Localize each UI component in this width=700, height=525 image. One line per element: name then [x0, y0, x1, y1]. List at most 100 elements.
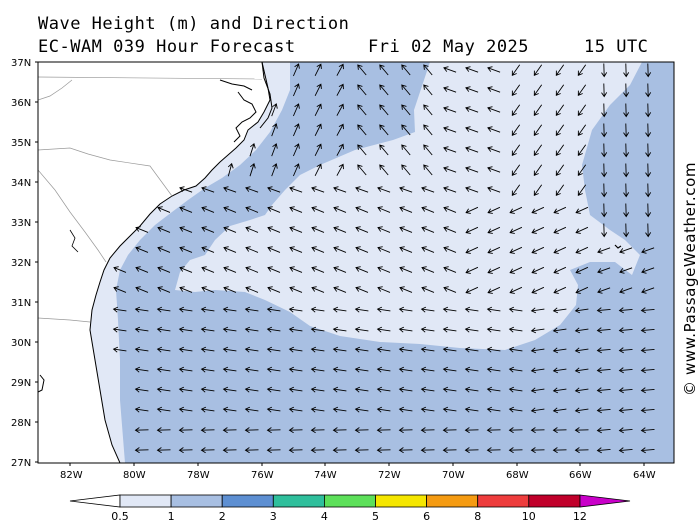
- wave-arrow: [112, 326, 127, 333]
- forecast-model-label: EC-WAM 039 Hour Forecast: [38, 37, 296, 57]
- wave-arrow: [376, 326, 391, 333]
- wave-arrow: [200, 346, 215, 353]
- wave-arrow: [376, 406, 391, 413]
- wave-arrow: [179, 226, 193, 233]
- wave-arrow: [533, 144, 543, 156]
- wave-arrow: [336, 123, 344, 136]
- wave-arrow: [443, 246, 457, 253]
- wave-arrow: [156, 386, 171, 393]
- wave-arrow: [442, 306, 457, 313]
- lon-label-82w: 82W: [60, 470, 83, 481]
- wave-arrow: [530, 347, 545, 354]
- wave-arrow: [357, 84, 367, 96]
- wave-arrow: [552, 307, 567, 314]
- wave-arrow: [200, 386, 215, 393]
- scale-label: 5: [372, 510, 379, 523]
- wave-arrow: [333, 266, 347, 273]
- wave-arrow: [443, 286, 457, 293]
- wave-arrow: [601, 63, 608, 78]
- wave-arrow: [292, 123, 300, 137]
- scale-label: 2: [219, 510, 226, 523]
- wave-arrow: [376, 427, 391, 434]
- wave-arrow: [178, 386, 193, 393]
- wave-arrow: [314, 103, 322, 117]
- wave-arrow: [597, 287, 611, 294]
- wave-arrow: [179, 266, 193, 273]
- wave-arrow: [336, 103, 344, 116]
- wave-arrow: [113, 286, 127, 293]
- wave-arrow: [292, 83, 300, 97]
- wave-arrow: [201, 186, 215, 193]
- wave-arrow: [201, 226, 215, 233]
- wave-arrow: [596, 327, 611, 334]
- wave-arrow: [509, 206, 523, 214]
- lon-label-76w: 76W: [251, 470, 274, 481]
- wave-arrow: [314, 63, 322, 77]
- wave-arrow: [575, 246, 589, 254]
- wave-arrow: [423, 64, 433, 76]
- wave-arrow: [555, 164, 565, 176]
- wave-arrow: [533, 164, 543, 176]
- wave-arrow: [289, 266, 303, 273]
- wave-arrow: [357, 164, 367, 176]
- wave-arrow: [555, 64, 565, 76]
- wave-arrow: [574, 327, 589, 334]
- wave-arrow: [134, 326, 149, 333]
- wave-arrow: [200, 406, 215, 413]
- wave-arrow: [574, 347, 589, 354]
- wave-arrow: [311, 286, 325, 293]
- wave-arrow: [487, 126, 501, 133]
- wave-arrow: [443, 266, 457, 273]
- wave-arrow: [531, 206, 545, 214]
- wave-arrow: [156, 346, 171, 353]
- wave-arrow: [442, 346, 457, 353]
- wave-arrow: [645, 83, 652, 98]
- wave-arrow: [601, 123, 608, 138]
- wave-arrow: [577, 144, 587, 156]
- wave-arrow: [399, 266, 413, 273]
- wave-arrow: [178, 306, 193, 313]
- wave-arrow: [531, 246, 545, 254]
- wave-arrow: [421, 286, 435, 293]
- inland-lake: [69, 229, 79, 253]
- wave-arrow: [157, 286, 171, 293]
- wave-arrow: [465, 166, 479, 173]
- wave-arrow: [178, 447, 193, 454]
- wave-arrow: [508, 346, 523, 353]
- wave-arrow: [398, 386, 413, 393]
- wave-arrow: [508, 406, 523, 413]
- wave-arrow: [134, 447, 149, 454]
- wave-arrow: [288, 326, 303, 333]
- wave-arrow: [465, 186, 479, 193]
- lat-label-27n: 27N: [11, 458, 31, 469]
- wave-arrow: [223, 286, 237, 293]
- wave-arrow: [641, 247, 655, 254]
- wave-arrow: [640, 327, 655, 334]
- wave-arrow: [244, 346, 259, 353]
- wave-arrow: [289, 186, 303, 193]
- valid-date: Fri 02 May 2025: [368, 37, 530, 57]
- wave-arrow: [227, 162, 234, 177]
- wave-arrow: [645, 183, 652, 198]
- wave-arrow: [464, 346, 479, 353]
- wave-arrow: [553, 246, 567, 254]
- wave-arrow: [398, 306, 413, 313]
- wave-arrow: [464, 406, 479, 413]
- wave-arrow: [619, 247, 633, 254]
- wave-arrow: [465, 226, 479, 234]
- wave-arrow: [645, 123, 652, 138]
- wave-arrow: [379, 124, 389, 136]
- wave-arrow: [645, 143, 652, 158]
- wave-arrow: [486, 306, 501, 313]
- wave-arrow: [288, 447, 303, 454]
- wave-arrow: [530, 447, 545, 454]
- wave-arrow: [619, 267, 633, 274]
- wave-arrow: [421, 206, 435, 213]
- wave-arrow: [552, 407, 567, 414]
- wave-arrow: [310, 346, 325, 353]
- wave-arrow: [179, 246, 193, 253]
- outer-banks: [259, 62, 273, 129]
- wave-arrow: [288, 386, 303, 393]
- wave-arrow: [244, 427, 259, 434]
